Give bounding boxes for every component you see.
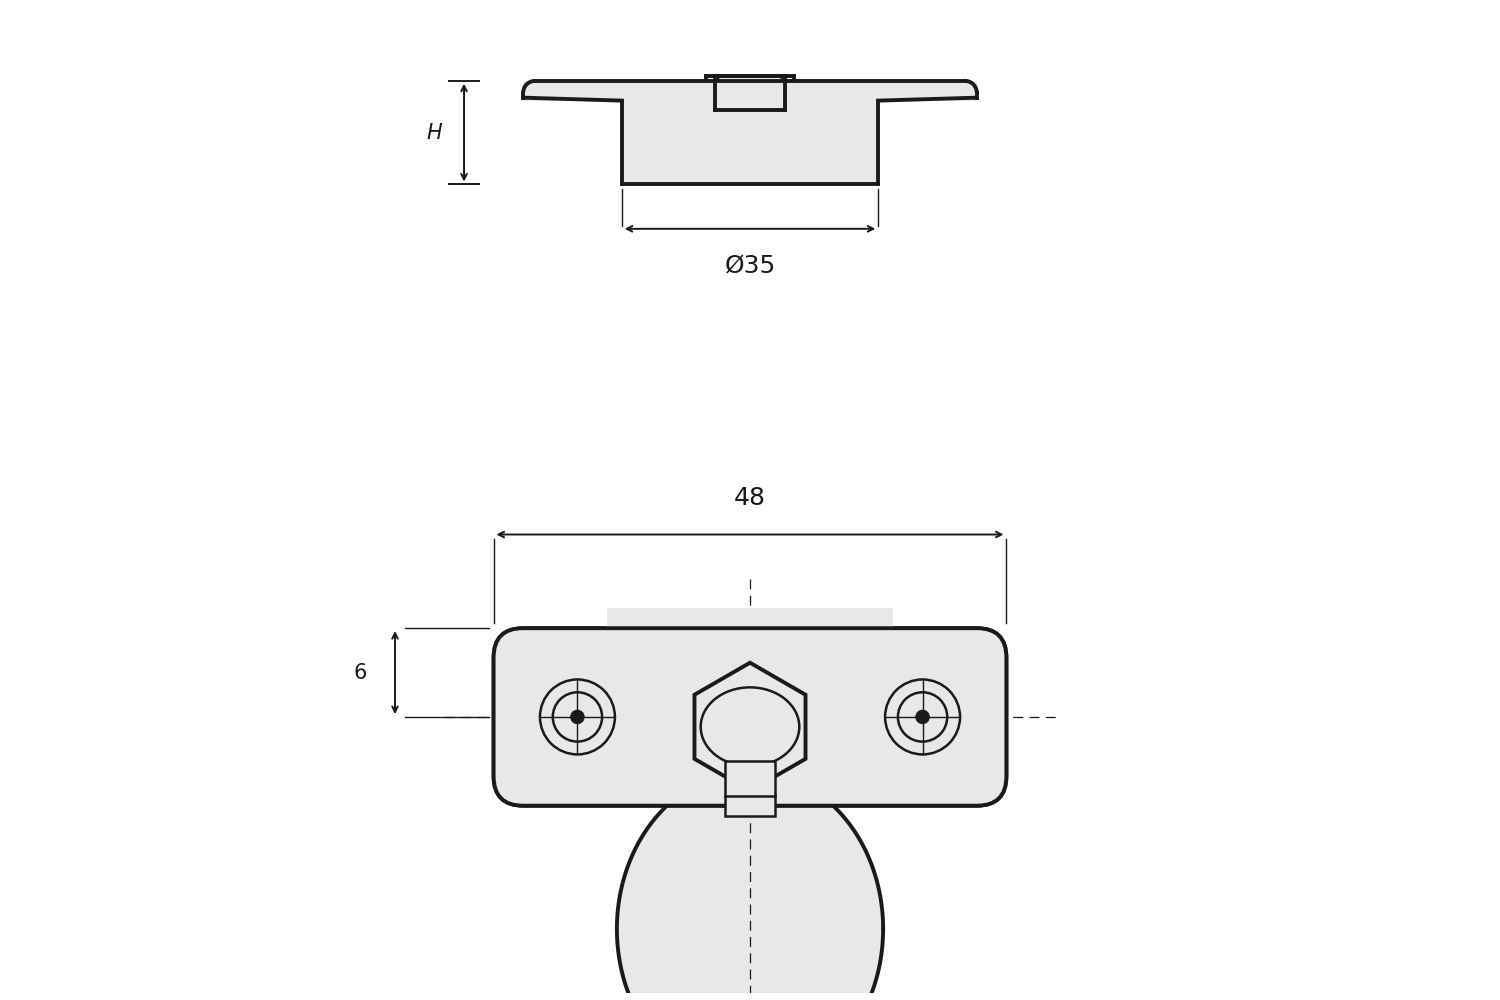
Circle shape: [540, 679, 615, 754]
Polygon shape: [694, 663, 806, 791]
FancyBboxPatch shape: [494, 628, 1006, 806]
FancyBboxPatch shape: [494, 628, 1006, 806]
Polygon shape: [726, 761, 774, 816]
Circle shape: [570, 710, 585, 724]
Text: Ø35: Ø35: [724, 253, 776, 277]
Ellipse shape: [700, 687, 800, 766]
Polygon shape: [608, 608, 892, 806]
Circle shape: [554, 692, 602, 742]
FancyBboxPatch shape: [622, 101, 878, 184]
Ellipse shape: [616, 771, 884, 1000]
Polygon shape: [716, 76, 784, 110]
Text: 48: 48: [734, 486, 766, 510]
Circle shape: [915, 710, 930, 724]
Text: 6: 6: [354, 663, 368, 683]
Circle shape: [885, 679, 960, 754]
Circle shape: [898, 692, 946, 742]
Polygon shape: [705, 76, 795, 80]
Polygon shape: [524, 81, 976, 101]
Text: H: H: [426, 123, 442, 143]
